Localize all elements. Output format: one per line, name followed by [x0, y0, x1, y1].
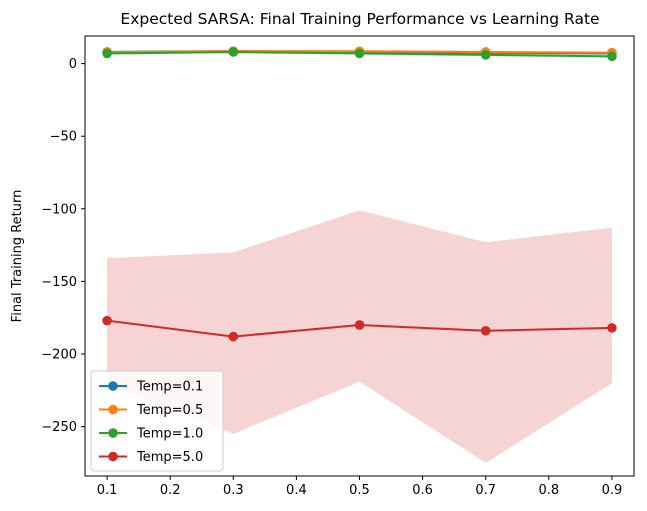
x-tick-label: 0.2	[160, 483, 181, 498]
point-temp-5-0	[102, 315, 112, 326]
legend: Temp=0.1 Temp=0.5 Temp=1.0 Temp=5.0	[90, 370, 224, 472]
legend-marker-temp-0-1	[108, 381, 118, 391]
x-tick-label: 0.9	[602, 483, 623, 498]
x-tick-label: 0.4	[286, 483, 307, 498]
point-temp-1-0	[480, 50, 491, 60]
y-tick-label: −50	[50, 130, 77, 145]
band-temp-5-0	[107, 210, 612, 463]
point-temp-1-0	[102, 48, 112, 59]
point-temp-1-0	[607, 51, 617, 62]
legend-marker-temp-1-0	[108, 428, 118, 438]
legend-marker-temp-0-5	[108, 404, 118, 415]
point-temp-5-0	[607, 323, 617, 333]
point-temp-5-0	[480, 325, 491, 336]
legend-label-temp-1-0: Temp=1.0	[136, 427, 203, 442]
x-tick-label: 0.5	[349, 483, 370, 498]
y-tick-label: −100	[41, 202, 77, 217]
point-temp-5-0	[228, 331, 239, 342]
legend-label-temp-0-5: Temp=0.5	[136, 403, 203, 418]
point-temp-1-0	[228, 47, 239, 57]
y-axis-label: Final Training Return	[10, 190, 25, 323]
chart-title: Expected SARSA: Final Training Performan…	[120, 10, 599, 28]
legend-label-temp-0-1: Temp=0.1	[136, 380, 203, 395]
x-tick-label: 0.3	[223, 483, 244, 498]
point-temp-1-0	[354, 48, 365, 59]
legend-box	[90, 370, 224, 472]
series-lines	[102, 46, 617, 342]
axes: 0.1 0.2 0.3 0.4 0.5 0.6 0.7 0.8 0.9 0 −50 −100 −150 −…	[41, 35, 635, 498]
y-tick-label: −200	[41, 348, 77, 363]
y-tick-label: 0	[69, 57, 77, 72]
x-tick-label: 0.8	[538, 483, 559, 498]
x-tick-label: 0.7	[475, 483, 496, 498]
legend-label-temp-5-0: Temp=5.0	[136, 450, 203, 465]
x-tick-label: 0.1	[97, 483, 118, 498]
y-tick-label: −250	[41, 420, 77, 435]
legend-marker-temp-5-0	[108, 451, 118, 462]
y-tick-label: −150	[41, 275, 77, 290]
point-temp-5-0	[354, 320, 365, 330]
x-tick-label: 0.6	[412, 483, 433, 498]
